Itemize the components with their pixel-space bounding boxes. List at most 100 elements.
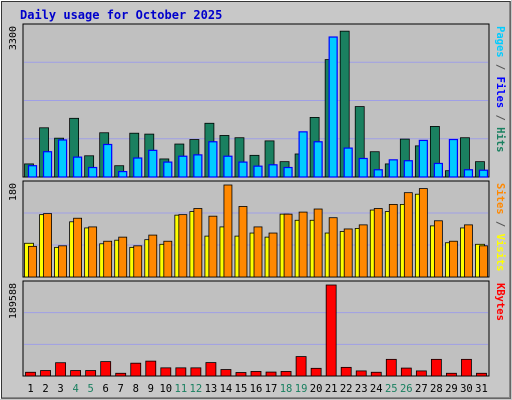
sites-bar	[163, 240, 173, 278]
kbytes-bar	[400, 367, 412, 377]
sites-bar	[328, 217, 338, 278]
files-bar	[27, 165, 38, 178]
x-tick-label: 8	[133, 383, 139, 395]
kbytes-bar	[145, 360, 157, 377]
sites-bar	[313, 208, 323, 278]
files-bar	[448, 138, 459, 178]
sites-bar	[103, 240, 113, 278]
x-tick-label: 11	[175, 383, 188, 395]
x-tick-label: 3	[57, 383, 63, 395]
kbytes-bar	[385, 358, 397, 377]
kbytes-bar	[235, 372, 247, 377]
bottom-legend-label-0: KBytes	[494, 283, 506, 321]
sites-bar	[43, 213, 52, 278]
kbytes-bar	[250, 371, 262, 377]
kbytes-bar	[40, 370, 51, 377]
x-tick-label: 26	[400, 383, 413, 395]
sites-bar	[28, 245, 37, 278]
files-bar	[73, 156, 83, 178]
files-bar	[478, 169, 489, 178]
files-bar	[373, 169, 383, 178]
sites-bar	[283, 213, 293, 278]
kbytes-bar	[190, 367, 202, 377]
files-bar	[283, 166, 293, 178]
top-legend: Pages / Files / Hits	[494, 26, 506, 152]
kbytes-bar	[160, 367, 172, 377]
x-tick-label: 22	[340, 383, 353, 395]
top-legend-label-1: /	[494, 58, 506, 77]
top-legend-label-3: /	[494, 108, 506, 127]
x-tick-label: 5	[87, 383, 93, 395]
files-bar	[193, 154, 203, 178]
bottom-legend: KBytes	[494, 283, 506, 321]
files-bar	[178, 155, 188, 178]
files-bar	[298, 131, 308, 178]
kbytes-bar	[220, 369, 232, 377]
kbytes-bar	[415, 370, 427, 377]
kbytes-bar	[461, 358, 472, 377]
x-tick-label: 6	[103, 383, 109, 395]
kbytes-bar	[100, 361, 112, 377]
x-tick-label: 21	[325, 383, 338, 395]
x-tick-label: 16	[250, 383, 263, 395]
files-bar	[163, 161, 173, 178]
kbytes-bar	[280, 371, 292, 377]
x-tick-label: 12	[190, 383, 203, 395]
x-tick-label: 28	[430, 383, 443, 395]
kbytes-bar	[310, 367, 322, 377]
x-tick-label: 20	[310, 383, 323, 395]
kbytes-bar	[295, 356, 307, 377]
sites-bar	[253, 226, 263, 278]
kbytes-bar	[430, 358, 442, 377]
x-tick-label: 10	[159, 383, 172, 395]
kbytes-bar	[130, 362, 142, 377]
x-tick-label: 4	[72, 383, 78, 395]
files-bar	[463, 169, 474, 178]
sites-bar	[403, 192, 413, 278]
sites-bar	[223, 184, 233, 278]
x-tick-label: 30	[460, 383, 473, 395]
files-bar	[313, 141, 323, 178]
kbytes-bar	[325, 284, 337, 377]
files-bar	[223, 155, 233, 178]
kbytes-bar	[55, 362, 66, 377]
files-bar	[343, 147, 353, 178]
files-bar	[148, 149, 158, 178]
x-tick-label: 19	[295, 383, 308, 395]
sites-bar	[118, 236, 128, 278]
sites-bar	[373, 208, 383, 278]
x-tick-label: 31	[475, 383, 488, 395]
sites-bar	[358, 224, 368, 278]
x-tick-label: 9	[148, 383, 154, 395]
files-bar	[103, 143, 113, 178]
x-tick-label: 27	[415, 383, 428, 395]
x-tick-label: 1	[27, 383, 33, 395]
x-tick-label: 18	[280, 383, 293, 395]
x-tick-label: 13	[205, 383, 218, 395]
files-bar	[433, 162, 443, 178]
files-bar	[88, 166, 98, 178]
sites-bar	[238, 206, 248, 278]
kbytes-bar	[370, 371, 382, 377]
x-tick-label: 24	[370, 383, 383, 395]
kbytes-bar	[85, 370, 97, 377]
files-bar	[403, 160, 413, 178]
files-bar	[268, 164, 278, 178]
sites-bar	[479, 245, 488, 278]
middle-legend-label-2: Visits	[494, 234, 506, 272]
sites-bar	[268, 232, 278, 278]
kbytes-bar	[115, 372, 127, 377]
kbytes-bar	[70, 370, 82, 377]
x-tick-label: 17	[265, 383, 278, 395]
files-bar	[208, 141, 218, 178]
bottom-plot-area	[22, 280, 490, 377]
files-bar	[388, 159, 398, 178]
sites-bar	[193, 208, 203, 278]
files-bar	[358, 157, 368, 178]
x-tick-label: 15	[235, 383, 248, 395]
sites-bar	[388, 204, 398, 278]
files-bar	[57, 139, 68, 178]
kbytes-bar	[175, 367, 187, 377]
sites-bar	[73, 217, 83, 278]
sites-bar	[298, 211, 308, 278]
